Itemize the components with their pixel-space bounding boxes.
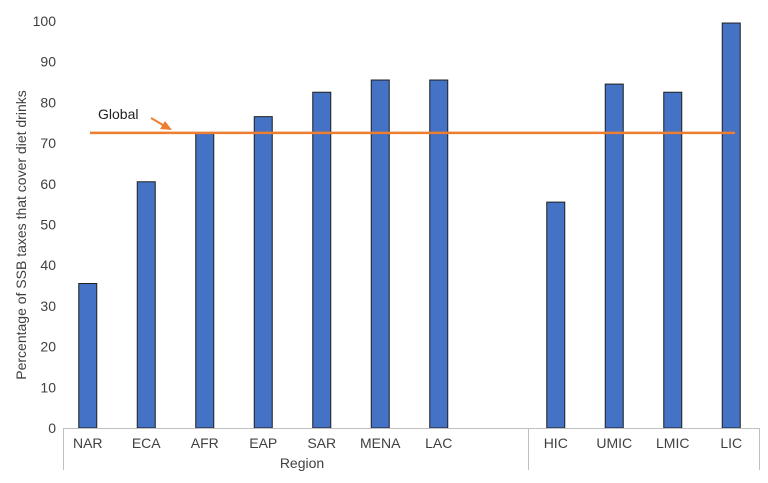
tick-labels-layer: 0 10 20 30 40 50 60 70 80 90 100 NAR ECA AFR EAP SAR MEN… (33, 13, 743, 451)
y-tick-label: 50 (40, 217, 56, 233)
y-tick-label: 80 (40, 94, 56, 110)
bar-eap (253, 116, 273, 429)
bars-layer (78, 22, 741, 429)
axis-layer (63, 428, 760, 470)
reference-layer: Global (90, 106, 735, 135)
global-pointer-arrow (150, 117, 164, 126)
x-tick-label-hic: HIC (544, 435, 568, 451)
y-tick-label: 70 (40, 135, 56, 151)
bar-hic (546, 201, 566, 429)
global-pointer-arrowhead (160, 121, 172, 130)
bar-lic (721, 22, 741, 429)
x-tick-label-lmic: LMIC (656, 435, 689, 451)
y-tick-label: 100 (33, 13, 57, 29)
bar-nar (78, 283, 98, 429)
x-tick-label-afr: AFR (191, 435, 219, 451)
y-tick-label: 40 (40, 257, 56, 273)
x-axis-title: Region (280, 455, 324, 471)
y-tick-label: 10 (40, 379, 56, 395)
bar-sar (312, 91, 332, 429)
x-tick-label-eca: ECA (132, 435, 161, 451)
x-tick-label-eap: EAP (249, 435, 277, 451)
y-tick-label: 60 (40, 176, 56, 192)
x-tick-label-lic: LIC (720, 435, 742, 451)
x-tick-label-umic: UMIC (596, 435, 632, 451)
y-tick-label: 0 (48, 420, 56, 436)
y-tick-label: 30 (40, 298, 56, 314)
bar-afr (195, 132, 215, 429)
x-tick-label-sar: SAR (307, 435, 336, 451)
y-axis-title: Percentage of SSB taxes that cover diet … (13, 90, 29, 380)
bar-lmic (663, 91, 683, 429)
y-tick-label: 90 (40, 54, 56, 70)
x-tick-label-lac: LAC (425, 435, 452, 451)
x-tick-label-mena: MENA (360, 435, 401, 451)
y-tick-label: 20 (40, 339, 56, 355)
bar-eca (136, 181, 156, 429)
bar-umic (604, 83, 624, 429)
global-reference-label: Global (98, 106, 138, 122)
x-tick-label-nar: NAR (73, 435, 103, 451)
